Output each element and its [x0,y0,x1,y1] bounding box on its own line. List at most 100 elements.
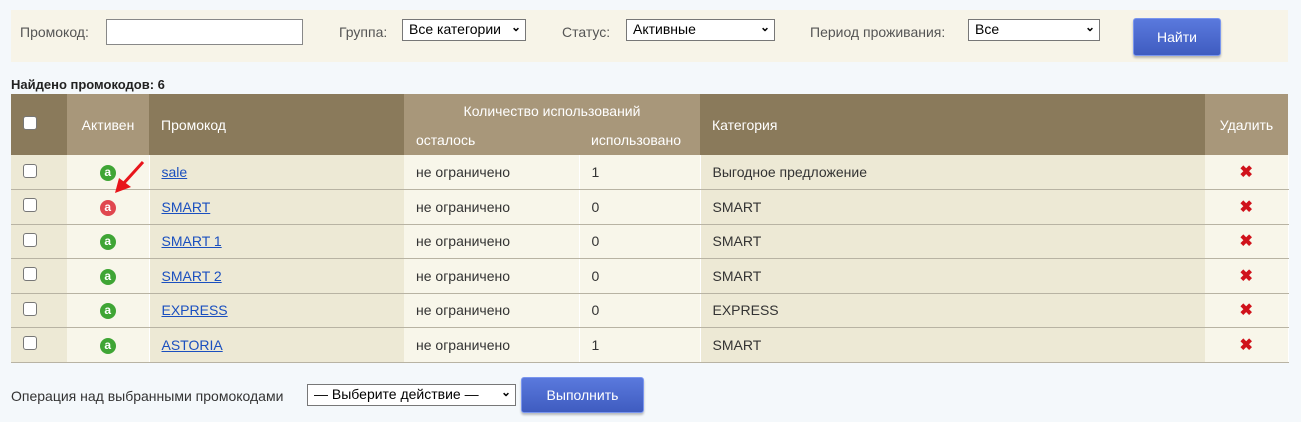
bulk-action-value: — Выберите действие — [314,386,479,402]
used-cell: 1 [579,155,701,190]
used-cell: 1 [579,327,701,363]
run-button[interactable]: Выполнить [521,377,644,413]
group-label: Группа: [339,24,388,40]
period-select[interactable]: Все ⌄ [968,19,1100,41]
row-checkbox[interactable] [23,163,37,178]
row-select-cell [11,155,67,190]
delete-cell: ✖ [1205,224,1289,259]
remaining-cell: не ограничено [404,327,580,363]
delete-cell: ✖ [1205,155,1289,190]
bulk-label: Операция над выбранными промокодами [11,388,284,404]
promo-code-cell: EXPRESS [149,293,404,328]
used-cell: 0 [579,224,701,259]
delete-icon[interactable]: ✖ [1239,336,1253,354]
header-usage: Количество использований [404,94,700,124]
promo-code-link[interactable]: EXPRESS [161,302,228,319]
table-row: a ASTORIA не ограничено 1 SMART ✖ [11,327,1289,363]
row-select-cell [11,189,67,225]
active-cell: a [67,293,150,328]
header-used: использовано [579,124,700,155]
promo-code-cell: SMART [149,189,404,225]
promo-code-cell: ASTORIA [149,327,404,363]
delete-icon[interactable]: ✖ [1239,302,1253,320]
inactive-status-icon[interactable]: a [99,199,116,216]
remaining-cell: не ограничено [404,258,580,294]
delete-cell: ✖ [1205,189,1289,225]
row-checkbox[interactable] [23,301,37,316]
search-button[interactable]: Найти [1133,18,1221,56]
active-cell: a [67,327,150,363]
header-active: Активен [67,94,149,155]
group-select[interactable]: Все категории ⌄ [402,19,526,41]
promo-code-cell: SMART 1 [149,224,404,259]
delete-icon[interactable]: ✖ [1239,164,1253,181]
row-checkbox[interactable] [23,232,37,247]
remaining-cell: не ограничено [404,293,580,328]
promo-code-cell: SMART 2 [149,258,404,294]
group-value: Все категории [409,21,501,37]
used-cell: 0 [579,293,701,328]
promo-code-link[interactable]: ASTORIA [161,336,223,353]
row-select-cell [11,224,67,259]
table-row: a SMART не ограничено 0 SMART ✖ [11,160,1289,225]
promo-code-link[interactable]: SMART 1 [161,233,222,250]
period-label: Период проживания: [810,24,946,40]
found-count: Найдено промокодов: 6 [11,77,165,92]
row-select-cell [11,293,67,328]
chevron-down-icon: ⌄ [759,20,770,34]
status-select[interactable]: Активные ⌄ [626,19,775,41]
header-promo: Промокод [149,94,404,155]
chevron-down-icon: ⌄ [1084,20,1095,34]
category-cell: Выгодное предложение [700,155,1205,190]
category-cell: SMART [700,224,1205,259]
used-cell: 0 [579,258,701,294]
delete-cell: ✖ [1205,327,1289,363]
table-row: a sale не ограничено 1 Выгодное предложе… [11,155,1289,190]
delete-icon[interactable]: ✖ [1239,267,1253,285]
delete-icon[interactable]: ✖ [1239,198,1253,216]
delete-cell: ✖ [1205,293,1289,328]
chevron-down-icon: ⌄ [510,20,521,34]
promo-table: Активен Промокод Количество использовани… [11,94,1289,363]
remaining-cell: не ограничено [404,224,580,259]
active-status-icon[interactable]: a [99,303,116,320]
promo-code-cell: sale [149,155,404,190]
promo-code-link[interactable]: sale [161,164,188,180]
chevron-down-icon: ⌄ [500,385,511,399]
table-row: a SMART 1 не ограничено 0 SMART ✖ [11,224,1289,259]
category-cell: EXPRESS [700,293,1205,328]
active-cell: a [67,224,150,259]
promo-code-link[interactable]: SMART [161,198,211,215]
table-row: a EXPRESS не ограничено 0 EXPRESS ✖ [11,293,1289,328]
category-cell: SMART [700,327,1205,363]
header-category: Категория [700,94,1205,155]
table-row: a SMART 2 не ограничено 0 SMART ✖ [11,258,1289,294]
filter-bar: Промокод: Группа: Все категории ⌄ Статус:… [11,10,1288,62]
row-checkbox[interactable] [23,336,37,351]
status-value: Активные [633,21,696,37]
row-checkbox[interactable] [23,198,37,213]
row-checkbox[interactable] [23,267,37,282]
active-status-icon[interactable]: a [99,268,116,285]
select-all-header [11,94,67,155]
header-delete: Удалить [1205,94,1288,155]
category-cell: SMART [700,189,1205,225]
select-all-checkbox[interactable] [23,116,37,130]
delete-icon[interactable]: ✖ [1239,233,1253,251]
annotation-arrow-icon [115,160,145,193]
active-cell: a [67,160,150,225]
promo-label: Промокод: [20,24,89,40]
period-value: Все [975,21,1000,37]
active-status-icon[interactable]: a [99,337,116,354]
row-select-cell [11,258,67,294]
promo-input[interactable] [106,19,303,45]
remaining-cell: не ограничено [404,155,580,190]
promo-code-link[interactable]: SMART 2 [161,267,222,284]
row-select-cell [11,327,67,363]
active-cell: a [67,258,150,294]
active-status-icon[interactable]: a [99,234,116,251]
bulk-action-select[interactable]: — Выберите действие — ⌄ [307,384,516,406]
status-label: Статус: [562,24,611,40]
remaining-cell: не ограничено [404,189,580,225]
active-status-icon[interactable]: a [99,165,116,181]
